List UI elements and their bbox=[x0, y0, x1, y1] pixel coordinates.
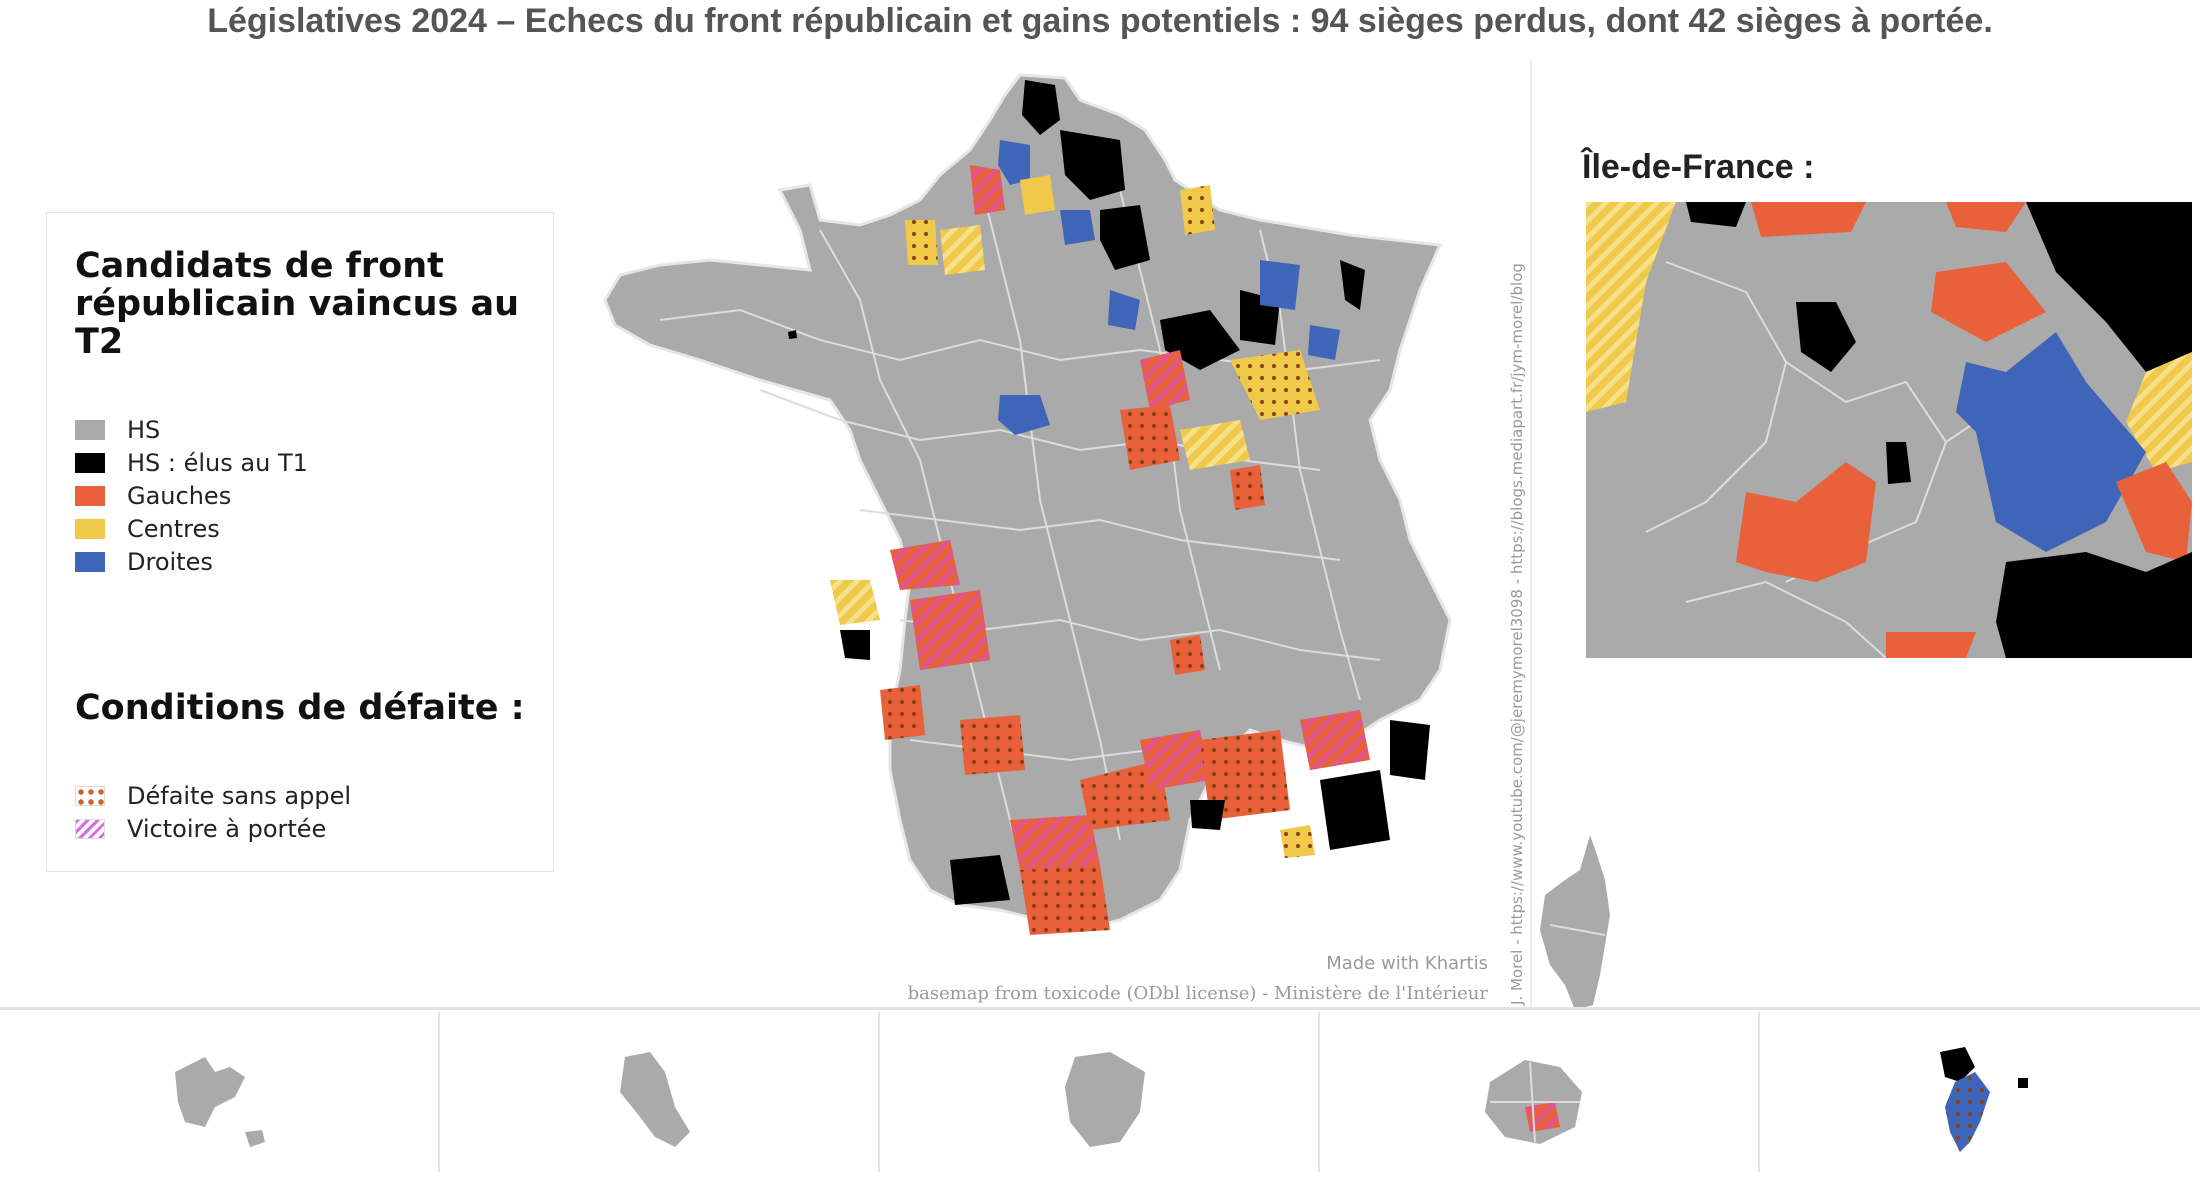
legend-item-hs: HS bbox=[75, 416, 161, 444]
brittany-black-dot bbox=[788, 330, 797, 339]
legend-heading-candidates: Candidats de front républicain vaincus a… bbox=[75, 246, 520, 362]
north-constituencies bbox=[905, 80, 1365, 510]
legend-label-t1: HS : élus au T1 bbox=[127, 449, 308, 477]
legend-item-hatch: Victoire à portée bbox=[75, 815, 327, 843]
legend-heading-conditions: Conditions de défaite : bbox=[75, 688, 525, 728]
idf-title: Île-de-France : bbox=[1582, 148, 1815, 186]
panel-divider-3 bbox=[1318, 1012, 1320, 1172]
legend-label-hatch: Victoire à portée bbox=[127, 815, 327, 843]
legend-swatch-t1 bbox=[75, 453, 105, 473]
legend-item-droites: Droites bbox=[75, 548, 213, 576]
made-with-credit: Made with Khartis bbox=[1326, 953, 1488, 974]
legend-label-dots: Défaite sans appel bbox=[127, 782, 352, 810]
overseas-separator bbox=[0, 1007, 2200, 1010]
panel-guyane bbox=[880, 1012, 1318, 1172]
panel-divider-2 bbox=[878, 1012, 880, 1172]
legend-swatch-hs bbox=[75, 420, 105, 440]
legend-label-hs: HS bbox=[127, 416, 161, 444]
map-title: Législatives 2024 – Echecs du front répu… bbox=[207, 2, 1993, 40]
panel-guadeloupe bbox=[0, 1012, 438, 1172]
legend-item-dots: Défaite sans appel bbox=[75, 782, 352, 810]
southeast-constituencies bbox=[1170, 635, 1430, 858]
legend-swatch-centres bbox=[75, 519, 105, 539]
legend-swatch-gauches bbox=[75, 486, 105, 506]
author-credit: J. Morel - https://www.youtube.com/@jere… bbox=[1508, 263, 1526, 1005]
legend-label-centres: Centres bbox=[127, 515, 220, 543]
legend-item-gauches: Gauches bbox=[75, 482, 232, 510]
legend-item-t1: HS : élus au T1 bbox=[75, 449, 308, 477]
legend-item-centres: Centres bbox=[75, 515, 220, 543]
southwest-constituencies bbox=[830, 540, 1210, 935]
legend-swatch-hatch bbox=[75, 819, 105, 839]
metropole-shape bbox=[603, 73, 1452, 932]
panel-divider-1 bbox=[438, 1012, 440, 1172]
legend-label-gauches: Gauches bbox=[127, 482, 232, 510]
basemap-credit: basemap from toxicode (ODbl license) - M… bbox=[907, 983, 1488, 1004]
panel-reunion bbox=[1320, 1012, 1758, 1172]
panel-martinique bbox=[440, 1012, 878, 1172]
legend-swatch-dots bbox=[75, 786, 105, 806]
corsica-map bbox=[1540, 835, 1610, 1010]
separator-line bbox=[1530, 60, 1532, 1010]
legend-label-droites: Droites bbox=[127, 548, 213, 576]
panel-divider-4 bbox=[1758, 1012, 1760, 1172]
panel-mayotte bbox=[1760, 1012, 2198, 1172]
legend-panel: Candidats de front républicain vaincus a… bbox=[46, 212, 554, 872]
legend-swatch-droites bbox=[75, 552, 105, 572]
idf-inset-map bbox=[1586, 202, 2192, 658]
france-map bbox=[603, 73, 1452, 935]
